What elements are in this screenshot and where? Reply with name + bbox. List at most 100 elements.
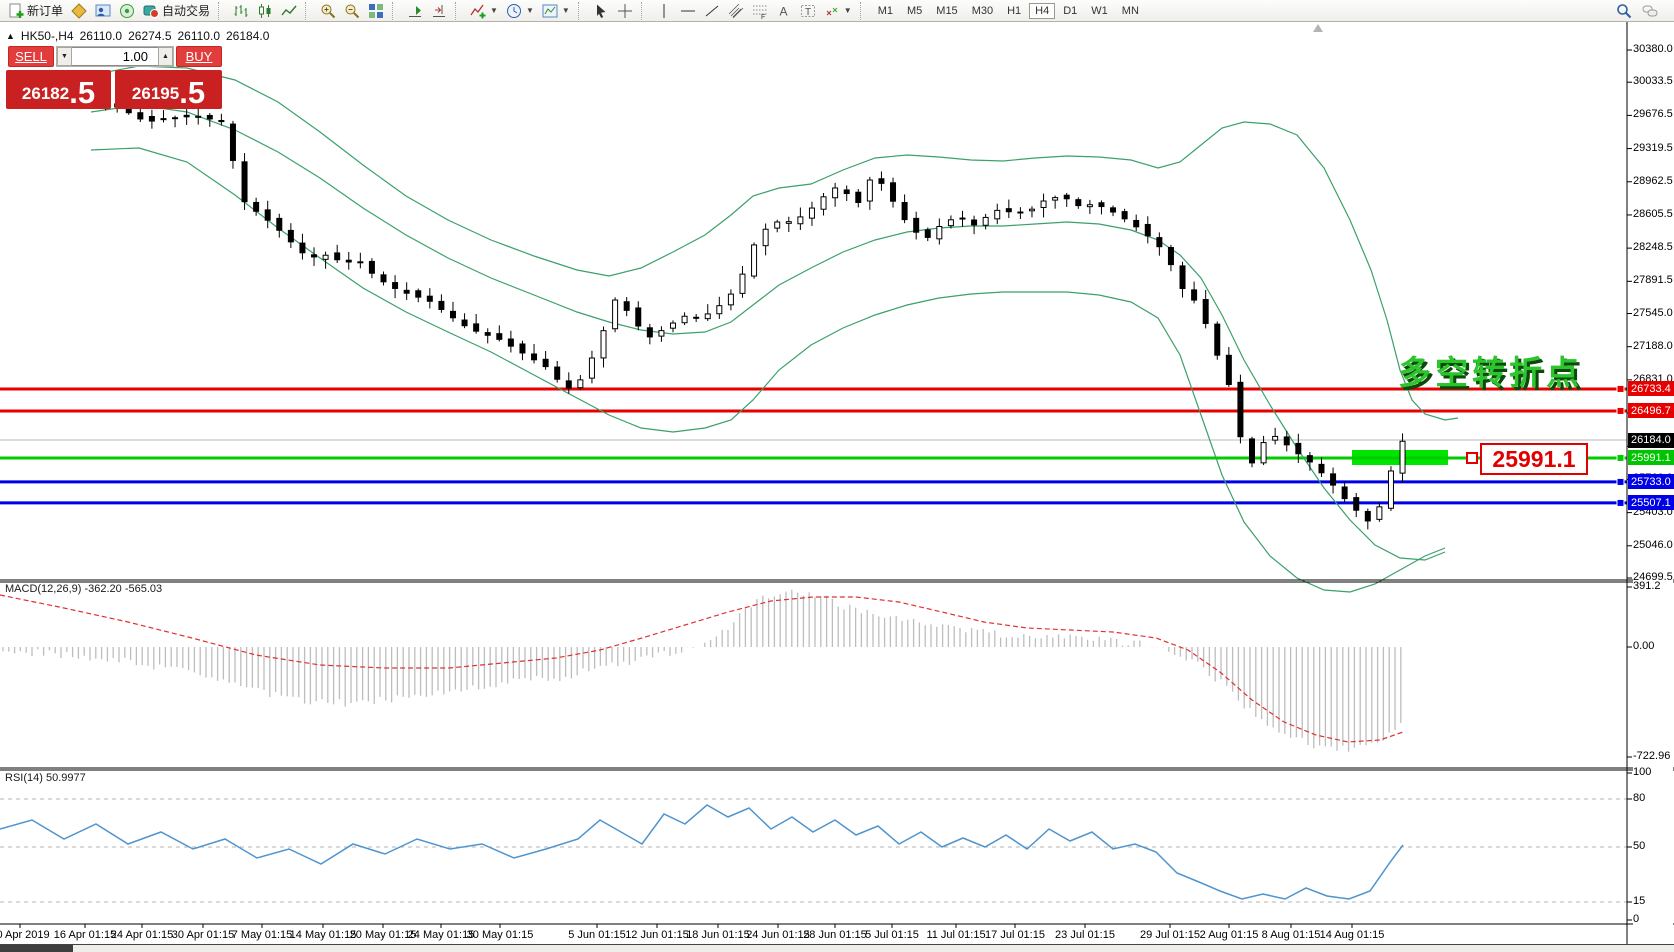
price-level-label: 25733.0 [1628,474,1674,490]
timeframe-m15-button[interactable]: M15 [936,4,958,17]
toolbar-separator [859,1,867,20]
price-axis-tick: 27545.0 [1633,306,1673,319]
time-axis-label: 7 May 01:15 [231,929,293,941]
chart-shift-button[interactable] [427,1,451,21]
horizontal-price-lines[interactable] [0,387,1627,505]
timeframe-h1-button[interactable]: H1 [1007,4,1022,17]
navigator-button[interactable] [115,1,139,21]
bar-chart-icon [234,4,248,17]
bar-chart-button[interactable] [229,1,253,21]
rsi-line [0,804,1404,900]
timeframe-m30-button[interactable]: M30 [971,4,994,17]
tile-windows-button[interactable] [364,1,388,21]
price-axis-tick: 29319.5 [1633,141,1673,154]
zoom-in-icon [321,4,336,18]
fibonacci-icon: F [752,5,767,19]
price-axis-tick: 28248.5 [1633,241,1673,254]
chat-icon[interactable] [1642,3,1658,19]
crosshair-tool-button[interactable] [613,1,637,21]
timeframe-mn-button[interactable]: MN [1121,4,1139,17]
time-axis-label: 5 Jun 01:15 [568,929,626,941]
label-tool-button[interactable]: T [796,1,820,21]
time-axis-label: 5 Jul 01:15 [865,929,919,941]
time-axis-label: 23 Jul 01:15 [1055,929,1115,941]
time-axis-label: 20 May 01:15 [349,929,417,941]
toolbar-separator [218,1,225,20]
vertical-line-tool-button[interactable] [652,1,676,21]
zoom-out-button[interactable] [340,1,364,21]
indicator-axis-tick: 0 [1633,913,1673,925]
svg-text:T: T [805,7,811,18]
market-watch-button[interactable] [91,1,115,21]
indicator-axis-tick: 0.00 [1633,640,1673,652]
macd-signal-line [0,594,1404,743]
bollinger-lower-band [90,147,1446,593]
bollinger-upper-band [90,65,1459,421]
cursor-tool-button[interactable] [589,1,613,21]
volume-decrease-button[interactable]: ▼ [57,47,72,66]
chart-shift-marker-icon [1313,24,1323,32]
timeframe-d1-button[interactable]: D1 [1063,4,1078,17]
time-axis-label: 24 Apr 01:15 [110,929,174,941]
sell-price-display[interactable]: 26182 .5 [6,70,111,109]
price-axis-tick: 28605.5 [1633,207,1673,220]
callout-anchor-handle[interactable] [1466,452,1478,464]
arrows-tool-button[interactable]: ▼ [820,1,856,21]
scrollbar-thumb[interactable] [0,945,73,952]
svg-text:A: A [779,4,787,18]
trendline-tool-button[interactable] [700,1,724,21]
arrows-icon [826,7,838,15]
channel-tool-button[interactable] [724,1,748,21]
svg-text:F: F [761,14,765,19]
price-callout-box[interactable]: 25991.1 [1480,443,1588,475]
buy-button[interactable]: BUY [176,46,222,67]
timeframe-m5-button[interactable]: M5 [907,4,923,17]
profiles-button[interactable] [67,1,91,21]
time-axis-label: 30 May 01:15 [466,929,534,941]
market-watch-icon [95,4,111,16]
zoom-in-button[interactable] [316,1,340,21]
indicator-axis-tick: 80 [1633,792,1673,804]
equidistant-channel-icon [728,3,744,18]
auto-trading-button[interactable]: 自动交易 [139,1,214,21]
zoom-out-icon [345,4,360,18]
timeframe-w1-button[interactable]: W1 [1091,4,1108,17]
indicator-axis-tick: -722.96 [1633,750,1673,762]
new-order-label: 新订单 [27,4,64,18]
crosshair-icon [617,3,632,18]
buy-price-display[interactable]: 26195 .5 [115,70,222,109]
price-level-label: 25507.1 [1628,495,1674,511]
indicators-button[interactable]: ▼ [466,1,502,21]
auto-scroll-button[interactable] [403,1,427,21]
toolbar-separator [305,1,312,20]
price-axis-tick: 30380.0 [1633,43,1673,55]
profiles-icon [71,2,87,19]
new-order-button[interactable]: 新订单 [4,1,67,21]
text-tool-button[interactable]: A [772,1,796,21]
periods-button[interactable]: ▼ [502,1,538,21]
buy-price-main: 26195 [131,84,180,103]
timeframe-h4-button[interactable]: H4 [1029,2,1056,19]
fibonacci-tool-button[interactable]: F [748,1,772,21]
indicator-axis-tick: 100 [1633,766,1673,778]
time-axis-label: 14 May 01:15 [289,929,357,941]
time-axis-label: 30 Apr 01:15 [171,929,235,941]
volume-increase-button[interactable]: ▲ [158,47,173,66]
search-icon[interactable] [1616,3,1632,19]
line-chart-button[interactable] [277,1,301,21]
horizontal-line-tool-button[interactable] [676,1,700,21]
time-axis-label: 17 Jul 01:15 [985,929,1045,941]
auto-trading-label: 自动交易 [162,4,211,18]
bollinger-bands [90,65,1459,593]
sell-button[interactable]: SELL [8,46,54,67]
candlestick-chart-button[interactable] [253,1,277,21]
timeframe-m1-button[interactable]: M1 [877,4,893,17]
horizontal-scrollbar[interactable] [0,944,1674,952]
ohlc-toggle-icon[interactable]: ▲ [6,31,15,41]
templates-button[interactable]: ▼ [538,1,574,21]
bollinger-middle-band [90,104,1446,561]
volume-input[interactable] [72,47,158,66]
line-chart-icon [281,5,297,15]
text-icon: A [779,4,787,18]
